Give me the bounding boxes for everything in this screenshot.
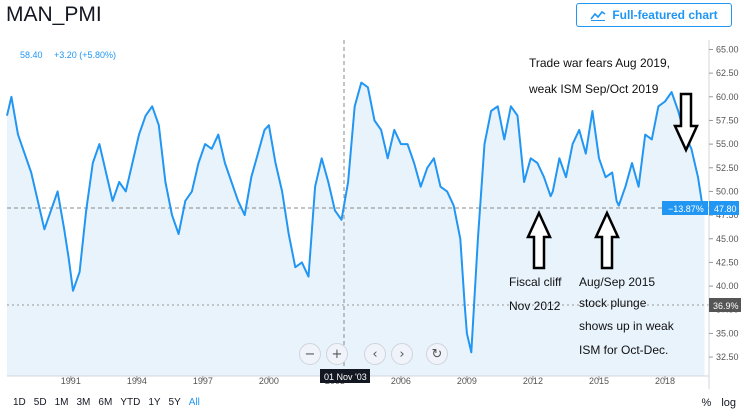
arrow-up-icon [526,209,552,270]
y-tick-label: 32.50 [716,352,739,362]
x-tick-label: 2015 [589,376,609,386]
current-pct-label-bg [662,201,708,215]
timeframe-all[interactable]: All [188,397,200,408]
legend-value: 58.40 [20,50,43,60]
annotation-aug-sep-line-2: stock plunge [579,296,647,310]
x-tick-label: 2006 [391,376,411,386]
current-value-label: 47.80 [714,204,737,214]
zoom-out-icon[interactable]: − [299,343,321,365]
reset-icon[interactable]: ↻ [426,343,448,365]
timeframe-3m[interactable]: 3M [76,397,91,408]
full-featured-chart-label: Full-featured chart [612,8,718,22]
annotation-fiscal-cliff-line-2: Nov 2012 [509,299,561,313]
x-tick-label: 2009 [457,376,477,386]
annotation-trade-war-line-1: Trade war fears Aug 2019, [529,56,670,70]
legend-change: +3.20 (+5.80%) [54,50,116,60]
y-tick-label: 50.00 [716,186,739,196]
current-pct-label: −13.87% [668,204,704,214]
x-tick-label: 1991 [61,376,81,386]
y-tick-label: 62.50 [716,68,739,78]
y-tick-label: 60.00 [716,92,739,102]
y-tick-label: 40.00 [716,281,739,291]
annotation-aug-sep-line-3: shows up in weak [579,319,675,333]
y-tick-label: 35.00 [716,328,739,338]
x-tick-label: 1994 [127,376,147,386]
timeframe-selector: 1D 5D 1M 3M 6M YTD 1Y 5Y All [13,397,200,408]
chart-icon [590,10,606,21]
zoom-in-icon[interactable]: + [326,343,348,365]
timeframe-1m[interactable]: 1M [54,397,69,408]
x-tick-label: 2012 [523,376,543,386]
x-tick-label: 2018 [655,376,675,386]
x-tick-label: 2000 [259,376,279,386]
scale-buttons: % log [702,397,736,409]
timeframe-ytd[interactable]: YTD [120,397,141,408]
y-tick-label: 65.00 [716,44,739,54]
timeframe-1y[interactable]: 1Y [148,397,161,408]
y-tick-label: 42.50 [716,257,739,267]
scroll-left-icon[interactable]: ‹ [364,343,386,365]
annotation-fiscal-cliff-line-1: Fiscal cliff [509,275,562,289]
y-tick-label: 52.50 [716,163,739,173]
y-tick-label: 45.00 [716,234,739,244]
timeframe-6m[interactable]: 6M [98,397,113,408]
crosshair-date-label-bg [320,369,370,383]
timeframe-1d[interactable]: 1D [13,397,26,408]
annotation-aug-sep-line-4: ISM for Oct-Dec. [579,343,668,357]
annotation-trade-war-line-2: weak ISM Sep/Oct 2019 [528,82,659,96]
annotation-aug-sep-line-1: Aug/Sep 2015 [579,275,655,289]
timeframe-5d[interactable]: 5D [33,397,47,408]
log-scale-button[interactable]: log [721,397,736,409]
x-tick-label: 1997 [193,376,213,386]
series-line [6,81,706,354]
series-area-fill [7,82,705,376]
arrow-down-icon [673,92,699,154]
y-tick-label: 47.50 [716,210,739,220]
scroll-right-icon[interactable]: › [391,343,413,365]
crosshair-date-label: 01 Nov '03 [324,372,367,382]
timeframe-5y[interactable]: 5Y [168,397,181,408]
y-tick-label: 57.50 [716,115,739,125]
y-axis: 32.5035.0037.5040.0042.5045.0047.5050.00… [709,44,739,362]
arrow-up-icon [594,209,620,270]
ref-line-label: 36.9% [713,301,739,311]
chart-title: MAN_PMI [6,3,102,26]
current-value-label-bg [709,201,739,215]
full-featured-chart-button[interactable]: Full-featured chart [576,3,732,27]
percent-scale-button[interactable]: % [701,397,712,409]
ref-line-label-bg [709,298,741,312]
y-tick-label: 55.00 [716,139,739,149]
